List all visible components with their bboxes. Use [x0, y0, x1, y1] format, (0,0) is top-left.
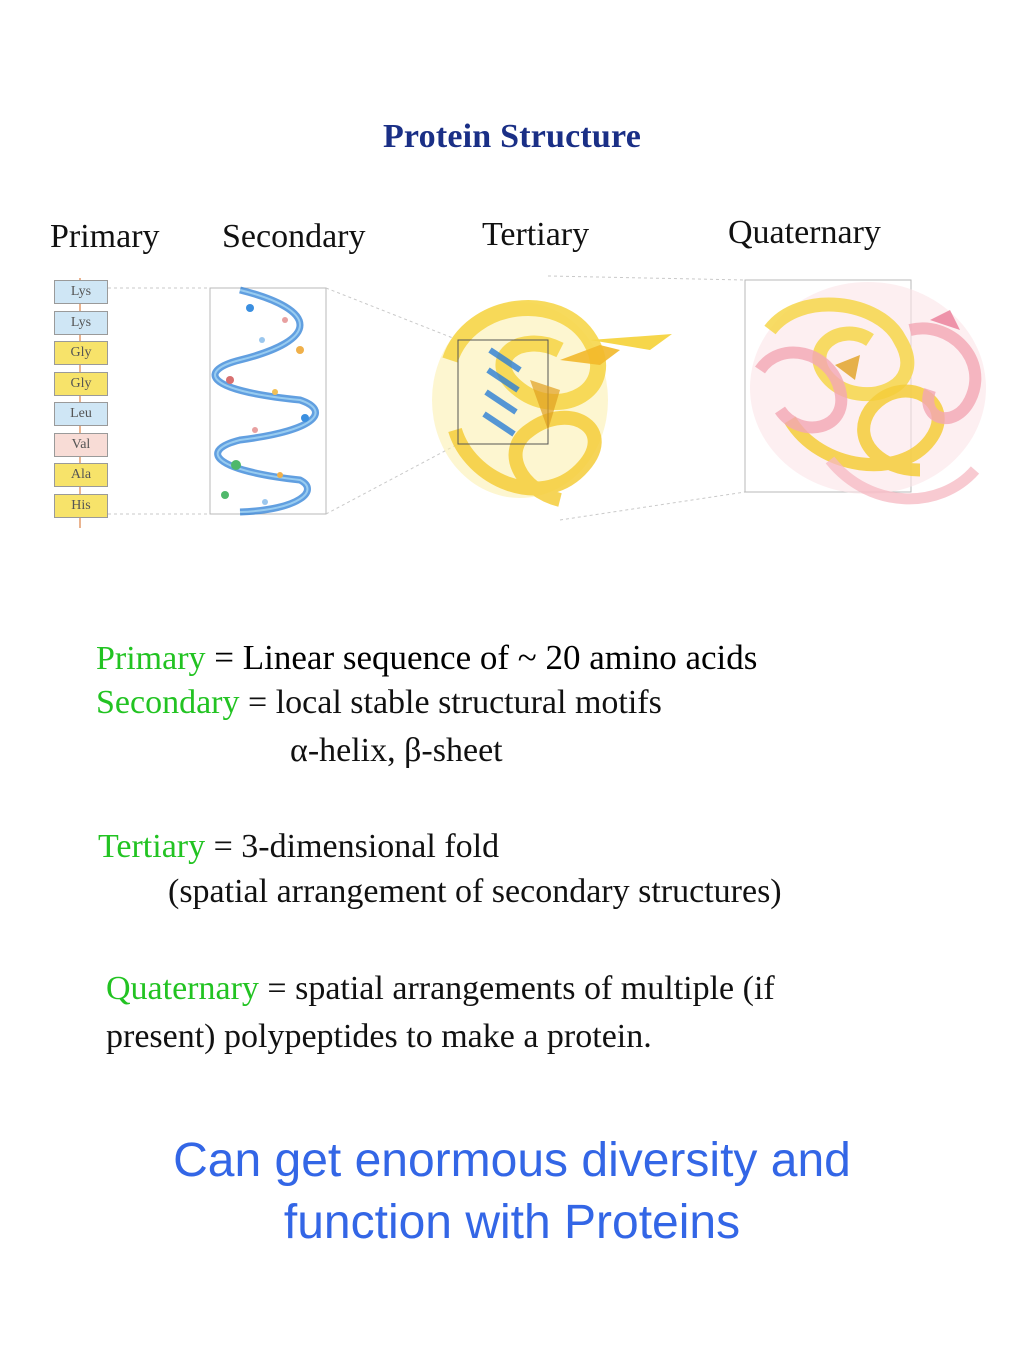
term-quaternary: Quaternary — [106, 970, 259, 1007]
quaternary-continuation: present) polypeptides to make a protein. — [106, 1018, 652, 1055]
desc-secondary: = local stable structural motifs — [239, 684, 662, 721]
amino-acid-lys: Lys — [54, 280, 108, 304]
definition-primary: Primary = Linear sequence of ~ 20 amino … — [96, 638, 757, 678]
amino-acid-leu: Leu — [54, 402, 108, 426]
term-tertiary: Tertiary — [98, 828, 206, 865]
definition-tertiary: Tertiary = 3-dimensional fold — [98, 828, 499, 866]
protein-structure-illustration — [79, 275, 986, 528]
amino-acid-lys: Lys — [54, 310, 108, 335]
level-heading-secondary: Secondary — [222, 218, 366, 255]
alpha-helix — [211, 286, 319, 516]
term-primary: Primary — [96, 640, 206, 677]
quaternary-complex — [750, 282, 986, 505]
amino-acid-gly: Gly — [54, 341, 108, 365]
secondary-examples: α-helix, β-sheet — [290, 732, 503, 769]
connector-line — [547, 275, 746, 281]
definition-quaternary: Quaternary = spatial arrangements of mul… — [106, 970, 775, 1008]
secondary-box — [209, 287, 327, 515]
desc-tertiary: = 3-dimensional fold — [205, 828, 500, 865]
term-secondary: Secondary — [96, 684, 240, 721]
summary-line-2: function with Proteins — [283, 1196, 741, 1249]
connector-line — [325, 287, 459, 341]
level-heading-quaternary: Quaternary — [728, 214, 881, 251]
definition-secondary: Secondary = local stable structural moti… — [96, 684, 662, 722]
connector-line — [559, 491, 746, 521]
tertiary-detail: (spatial arrangement of secondary struct… — [168, 873, 782, 910]
amino-acid-val: Val — [54, 432, 108, 457]
amino-acid-ala: Ala — [54, 463, 108, 487]
amino-acid-his: His — [54, 493, 108, 518]
figure-title: Protein Structure — [382, 118, 642, 155]
summary-text: Can get enormous diversity and function … — [0, 1130, 1024, 1254]
connector-line — [325, 443, 459, 515]
level-heading-tertiary: Tertiary — [482, 216, 590, 253]
tertiary-fold — [432, 300, 672, 507]
amino-acid-gly: Gly — [54, 371, 108, 396]
desc-quaternary: = spatial arrangements of multiple (if — [258, 970, 775, 1007]
level-heading-primary: Primary — [50, 218, 160, 255]
desc-primary: = Linear sequence of ~ 20 amino acids — [205, 638, 758, 677]
summary-line-1: Can get enormous diversity and — [173, 1134, 851, 1187]
